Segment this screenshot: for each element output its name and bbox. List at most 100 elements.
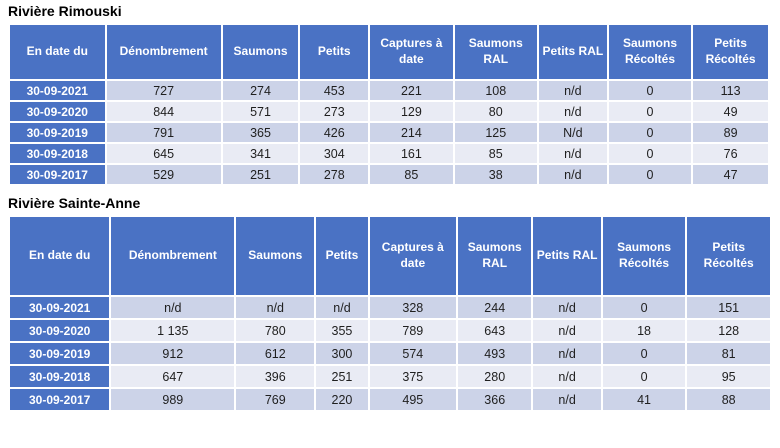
data-cell: n/d: [536, 163, 609, 186]
data-cell: 0: [606, 142, 694, 165]
row-date-cell: 30-09-2020: [7, 318, 112, 343]
data-table-rimouski: En date du Dénombrement Saumons Petits Captu…: [8, 23, 770, 186]
data-cell: 341: [220, 142, 301, 165]
data-cell: n/d: [536, 79, 609, 102]
table-row: 30-09-2019 912 612 300 574 493 n/d 0 81: [7, 341, 772, 366]
data-cell: 220: [314, 387, 370, 412]
row-date-cell: 30-09-2017: [8, 163, 107, 186]
data-cell: 1 135: [109, 318, 237, 343]
data-cell: 780: [234, 318, 317, 343]
column-header: Dénombrement: [104, 23, 223, 81]
data-cell: n/d: [536, 100, 609, 123]
column-header: Saumons Récoltés: [606, 23, 694, 81]
table-row: 30-09-2019 791 365 426 214 125 N/d 0 89: [8, 121, 770, 144]
data-cell: n/d: [234, 295, 317, 320]
data-cell: 0: [606, 121, 694, 144]
data-cell: 495: [367, 387, 459, 412]
table-row: 30-09-2021 727 274 453 221 108 n/d 0 113: [8, 79, 770, 102]
data-cell: 38: [452, 163, 539, 186]
column-header: Petits: [298, 23, 371, 81]
table-title-sainte-anne: Rivière Sainte-Anne: [8, 195, 141, 211]
data-cell: 791: [104, 121, 223, 144]
table-row: 30-09-2017 529 251 278 85 38 n/d 0 47: [8, 163, 770, 186]
data-cell: 727: [104, 79, 223, 102]
data-cell: 789: [367, 318, 459, 343]
column-header: Petits Récoltés: [685, 215, 772, 297]
data-cell: 18: [600, 318, 688, 343]
column-header: Saumons RAL: [456, 215, 534, 297]
data-cell: n/d: [531, 387, 603, 412]
data-cell: n/d: [531, 364, 603, 389]
data-cell: 396: [234, 364, 317, 389]
table-row: 30-09-2020 1 135 780 355 789 643 n/d 18 128: [7, 318, 772, 343]
row-date-cell: 30-09-2021: [7, 295, 112, 320]
table-section-rimouski: Rivière Rimouski En date du Dénombrement Sa…: [8, 3, 772, 186]
data-cell: 161: [368, 142, 455, 165]
data-cell: 328: [367, 295, 459, 320]
data-cell: 47: [691, 163, 770, 186]
data-cell: 366: [456, 387, 534, 412]
column-header: Petits RAL: [536, 23, 609, 81]
data-cell: 85: [452, 142, 539, 165]
row-date-cell: 30-09-2019: [8, 121, 107, 144]
data-cell: 844: [104, 100, 223, 123]
column-header: En date du: [7, 215, 112, 297]
data-cell: n/d: [531, 318, 603, 343]
data-cell: 493: [456, 341, 534, 366]
data-cell: 647: [109, 364, 237, 389]
tables-container: Rivière Rimouski En date du Dénombrement Sa…: [7, 3, 772, 412]
data-cell: 574: [367, 341, 459, 366]
data-cell: 273: [298, 100, 371, 123]
row-date-cell: 30-09-2021: [8, 79, 107, 102]
column-header: En date du: [8, 23, 107, 81]
data-cell: 304: [298, 142, 371, 165]
row-date-cell: 30-09-2020: [8, 100, 107, 123]
column-header: Saumons: [234, 215, 317, 297]
data-cell: 128: [685, 318, 772, 343]
data-cell: 365: [220, 121, 301, 144]
data-cell: 88: [685, 387, 772, 412]
data-cell: 645: [104, 142, 223, 165]
data-table-sainte-anne: En date du Dénombrement Saumons Petits Captu…: [7, 215, 772, 412]
table-row: 30-09-2018 647 396 251 375 280 n/d 0 95: [7, 364, 772, 389]
data-cell: 80: [452, 100, 539, 123]
column-header: Saumons Récoltés: [600, 215, 688, 297]
data-cell: 0: [606, 100, 694, 123]
table-title-rimouski: Rivière Rimouski: [8, 3, 122, 19]
data-cell: 0: [600, 295, 688, 320]
data-cell: 0: [606, 163, 694, 186]
column-header: Saumons RAL: [452, 23, 539, 81]
data-cell: 769: [234, 387, 317, 412]
data-cell: 571: [220, 100, 301, 123]
data-cell: 280: [456, 364, 534, 389]
table-section-sainte-anne: Rivière Sainte-Anne En date du Dénombremen…: [7, 195, 772, 412]
data-cell: 300: [314, 341, 370, 366]
data-cell: 989: [109, 387, 237, 412]
row-date-cell: 30-09-2018: [8, 142, 107, 165]
data-cell: 251: [314, 364, 370, 389]
data-cell: 453: [298, 79, 371, 102]
column-header: Petits: [314, 215, 370, 297]
data-cell: 221: [368, 79, 455, 102]
column-header: Captures à date: [367, 215, 459, 297]
data-cell: 643: [456, 318, 534, 343]
data-cell: 41: [600, 387, 688, 412]
column-header: Dénombrement: [109, 215, 237, 297]
data-cell: 95: [685, 364, 772, 389]
data-cell: n/d: [314, 295, 370, 320]
table-row: 30-09-2018 645 341 304 161 85 n/d 0 76: [8, 142, 770, 165]
data-cell: 251: [220, 163, 301, 186]
data-cell: 0: [600, 364, 688, 389]
column-header: Saumons: [220, 23, 301, 81]
data-cell: 108: [452, 79, 539, 102]
data-cell: 214: [368, 121, 455, 144]
row-date-cell: 30-09-2019: [7, 341, 112, 366]
data-cell: 278: [298, 163, 371, 186]
column-header: Petits RAL: [531, 215, 603, 297]
data-cell: 375: [367, 364, 459, 389]
data-cell: n/d: [536, 142, 609, 165]
data-cell: 426: [298, 121, 371, 144]
data-cell: 612: [234, 341, 317, 366]
column-header: Petits Récoltés: [691, 23, 770, 81]
data-cell: 113: [691, 79, 770, 102]
